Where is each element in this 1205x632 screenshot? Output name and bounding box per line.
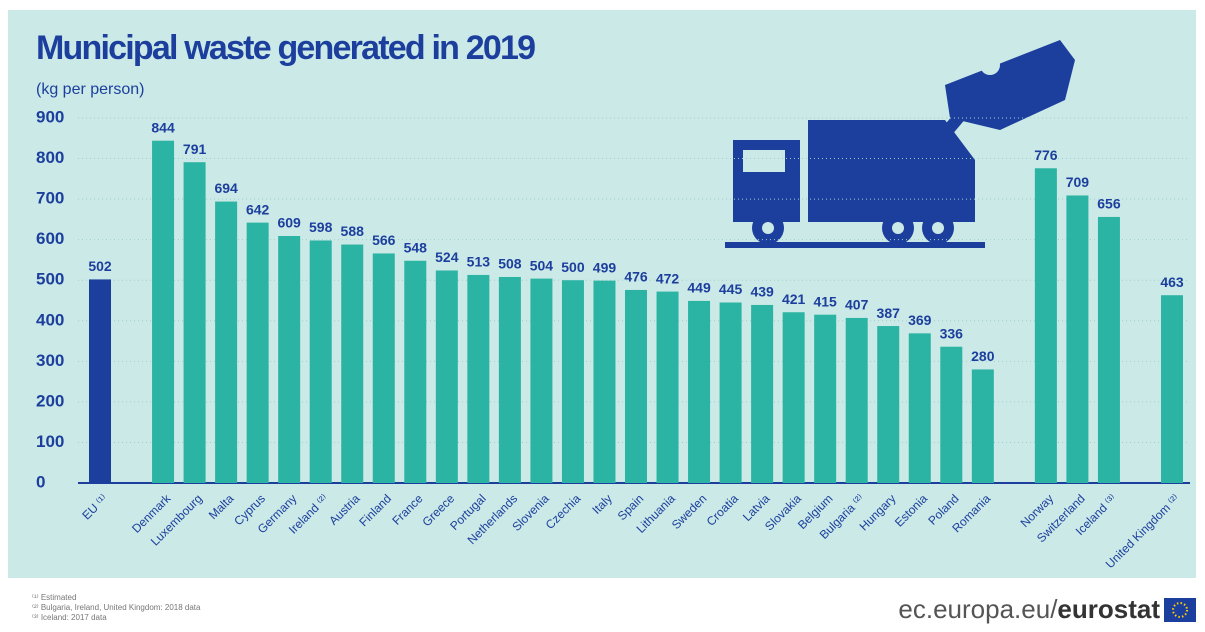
footnote: ⁽²⁾ Bulgaria, Ireland, United Kingdom: 2…	[32, 603, 201, 612]
bar	[89, 279, 111, 483]
bar	[152, 140, 175, 483]
footnote: ⁽³⁾ Iceland: 2017 data	[32, 613, 107, 622]
bar	[971, 369, 994, 483]
value-label: 476	[624, 269, 648, 285]
value-label: 504	[530, 257, 554, 273]
bar	[719, 302, 742, 483]
bar	[467, 274, 490, 483]
value-label: 472	[656, 270, 680, 286]
bar	[309, 240, 332, 483]
value-label: 642	[246, 201, 270, 217]
value-label: 548	[404, 239, 428, 255]
value-label: 502	[88, 258, 112, 274]
bar	[341, 244, 364, 483]
value-label: 524	[435, 249, 459, 265]
y-tick-label: 900	[36, 107, 64, 126]
bar	[372, 253, 395, 483]
value-label: 421	[782, 291, 806, 307]
value-label: 500	[561, 259, 585, 275]
bar	[940, 346, 963, 483]
value-label: 588	[341, 223, 365, 239]
value-label: 776	[1034, 147, 1058, 163]
bar	[215, 201, 238, 484]
y-tick-label: 300	[36, 351, 64, 370]
bar	[1034, 168, 1057, 484]
bar	[1066, 195, 1089, 483]
footnote: ⁽¹⁾ Estimated	[32, 593, 76, 602]
value-label: 445	[719, 281, 743, 297]
brand: eurostat	[1057, 594, 1160, 624]
value-label: 415	[813, 293, 837, 309]
value-label: 694	[214, 180, 238, 196]
bar	[782, 312, 805, 483]
y-tick-label: 600	[36, 229, 64, 248]
value-label: 369	[908, 312, 932, 328]
value-label: 508	[498, 256, 522, 272]
value-label: 791	[183, 141, 207, 157]
y-tick-label: 200	[36, 391, 64, 410]
value-label: 709	[1066, 174, 1090, 190]
y-tick-label: 100	[36, 432, 64, 451]
eu-flag	[1164, 598, 1196, 622]
y-tick-label: 500	[36, 270, 64, 289]
bar	[593, 280, 616, 483]
truck-icon	[725, 40, 1075, 248]
source: ec.europa.eu/eurostat	[898, 594, 1160, 624]
value-label: 387	[877, 305, 901, 321]
bar	[751, 304, 774, 483]
bar	[246, 222, 269, 483]
y-tick-label: 400	[36, 310, 64, 329]
bar	[1161, 295, 1183, 483]
value-label: 566	[372, 232, 396, 248]
bar	[435, 270, 458, 483]
bar	[183, 162, 206, 483]
value-label: 463	[1160, 274, 1184, 290]
value-label: 499	[593, 259, 617, 275]
value-label: 844	[151, 119, 175, 135]
chart-title: Municipal waste generated in 2019	[36, 29, 536, 67]
y-tick-label: 700	[36, 189, 64, 208]
bar	[908, 333, 931, 483]
value-label: 598	[309, 219, 333, 235]
value-label: 336	[940, 325, 964, 341]
bar	[656, 291, 679, 483]
eu-stars	[1172, 602, 1188, 618]
subtitle: (kg per person)	[36, 81, 145, 98]
bar	[814, 314, 837, 483]
bar	[561, 280, 584, 483]
bar	[498, 276, 521, 483]
value-label: 656	[1097, 196, 1121, 212]
value-label: 449	[687, 280, 711, 296]
bar	[404, 260, 427, 483]
bar	[877, 326, 900, 483]
value-label: 609	[277, 215, 301, 231]
bar	[625, 289, 647, 483]
value-label: 280	[971, 348, 995, 364]
bar	[688, 300, 711, 483]
bar	[530, 278, 553, 483]
value-label: 407	[845, 297, 869, 313]
bar	[845, 317, 868, 483]
bar	[278, 236, 301, 483]
value-label: 439	[750, 284, 774, 300]
source-url: ec.europa.eu/	[898, 594, 1058, 624]
y-tick-label: 0	[36, 472, 45, 491]
y-tick-label: 800	[36, 148, 64, 167]
bar	[1097, 216, 1120, 483]
value-label: 513	[467, 254, 491, 270]
